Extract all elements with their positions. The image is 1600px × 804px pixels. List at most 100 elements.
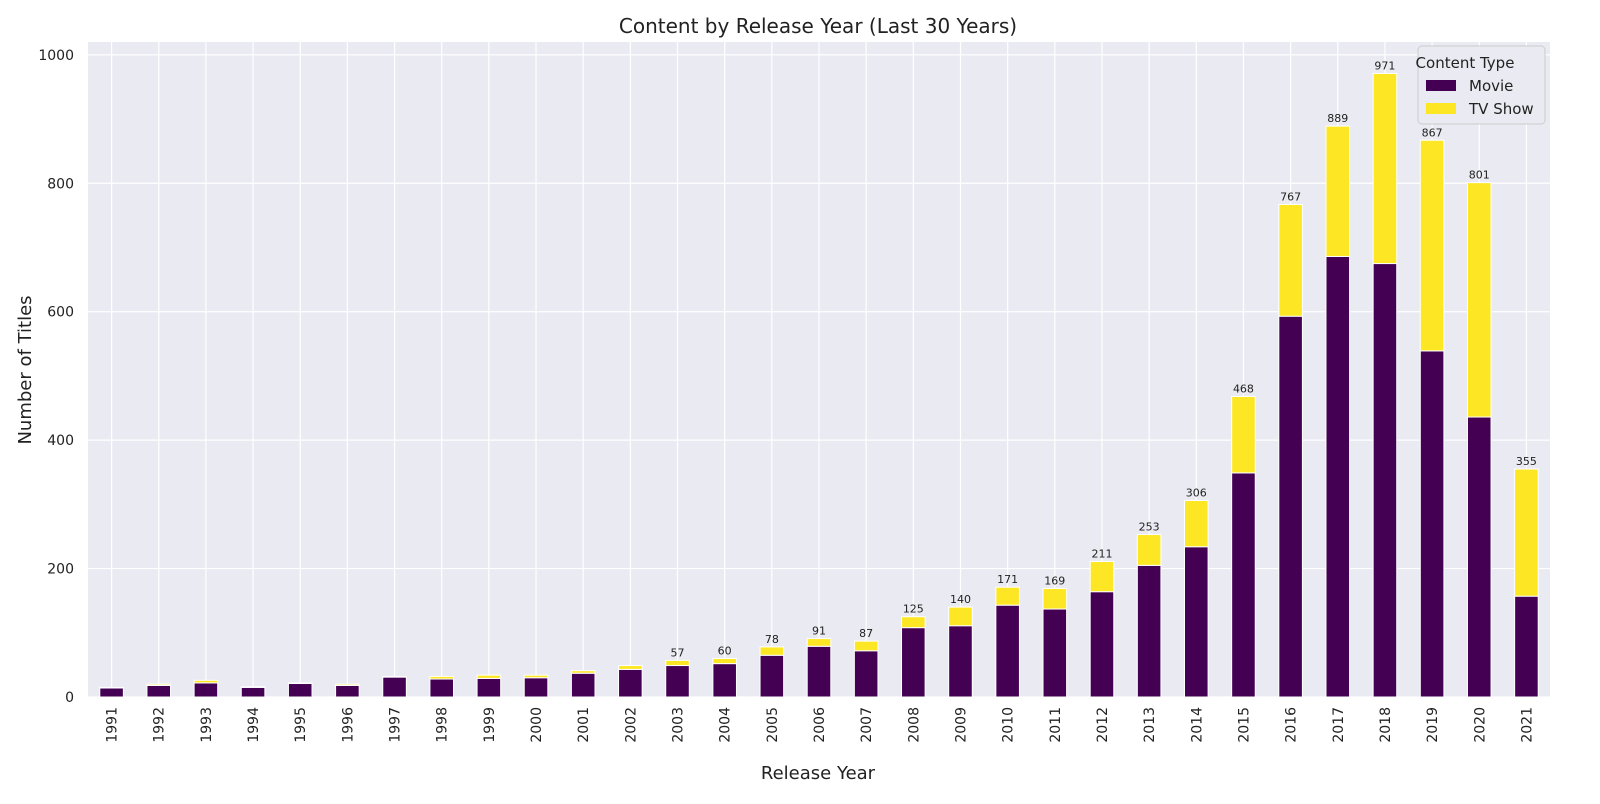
y-tick-label: 1000 <box>38 48 74 64</box>
bar-tv-show-1997 <box>382 675 407 678</box>
bar-tv-show-1999 <box>476 674 502 679</box>
bar-tv-show-1992 <box>146 683 172 686</box>
bar-tv-show-2011 <box>1042 587 1068 610</box>
x-tick-label: 2001 <box>576 707 592 743</box>
bar-movie-1991 <box>99 687 124 698</box>
y-tick-label: 400 <box>47 433 74 449</box>
bar-tv-show-1991 <box>99 686 124 689</box>
bar-tv-show-2020 <box>1466 182 1492 418</box>
bar-tv-show-2001 <box>570 670 596 674</box>
x-tick-label: 2009 <box>953 707 969 743</box>
bar-movie-2006 <box>806 645 832 698</box>
x-axis-label: Release Year <box>761 763 876 784</box>
bar-movie-2005 <box>759 654 785 698</box>
bar-movie-2019 <box>1419 350 1445 698</box>
x-tick-label: 2002 <box>623 707 639 743</box>
bar-movie-1994 <box>240 686 266 698</box>
y-tick-label: 600 <box>47 305 74 321</box>
bar-tv-show-1993 <box>193 679 219 684</box>
total-label-2004: 60 <box>718 644 732 657</box>
bar-movie-1993 <box>193 682 219 698</box>
x-tick-label: 2018 <box>1378 707 1394 743</box>
legend-label-tv-show: TV Show <box>1468 100 1534 118</box>
bar-movie-2001 <box>570 672 596 698</box>
bar-tv-show-1994 <box>240 686 266 688</box>
x-axis-ticks: 1991 1992 1993 1994 1995 1996 1997 1998 1999 2000… <box>105 707 1536 743</box>
bar-tv-show-2002 <box>618 665 643 670</box>
x-tick-label: 2013 <box>1142 707 1158 743</box>
data-labels: 57 60 78 91 87 125 140 171 169 211 253 306 468 767 889… <box>671 59 1537 659</box>
bar-movie-2021 <box>1514 595 1539 698</box>
total-label-2010: 171 <box>997 573 1018 586</box>
x-tick-label: 1999 <box>482 707 498 743</box>
y-axis-ticks: 0 200 400 600 800 1000 <box>38 48 74 706</box>
total-label-2019: 867 <box>1422 126 1443 139</box>
bar-movie-1997 <box>382 676 407 698</box>
total-label-2006: 91 <box>812 625 826 638</box>
legend-swatch-movie <box>1426 80 1456 91</box>
bar-tv-show-2016 <box>1278 203 1303 317</box>
total-label-2018: 971 <box>1374 59 1395 72</box>
bars <box>99 72 1539 698</box>
bar-movie-2010 <box>995 604 1020 698</box>
x-tick-label: 2004 <box>718 707 734 743</box>
x-tick-label: 2017 <box>1331 707 1347 743</box>
total-label-2009: 140 <box>950 593 971 606</box>
bar-tv-show-2010 <box>995 586 1020 606</box>
bar-movie-2013 <box>1136 564 1162 698</box>
bar-tv-show-2012 <box>1089 561 1115 593</box>
bar-tv-show-2017 <box>1325 125 1351 257</box>
x-tick-label: 1993 <box>199 707 215 743</box>
total-label-2005: 78 <box>765 633 779 646</box>
bar-tv-show-2019 <box>1419 139 1445 352</box>
legend: Content Type Movie TV Show <box>1416 45 1546 125</box>
x-tick-label: 2020 <box>1472 707 1488 743</box>
bar-tv-show-2015 <box>1231 395 1256 474</box>
bar-movie-2011 <box>1042 608 1068 698</box>
bar-tv-show-2007 <box>853 640 879 652</box>
x-tick-label: 2011 <box>1048 707 1064 743</box>
bar-movie-2015 <box>1231 472 1256 698</box>
bar-movie-2003 <box>665 665 690 698</box>
x-tick-label: 1997 <box>388 707 404 743</box>
x-tick-label: 2014 <box>1189 707 1205 743</box>
total-label-2017: 889 <box>1327 112 1348 125</box>
bar-movie-2014 <box>1184 546 1209 698</box>
bar-movie-2018 <box>1372 263 1398 698</box>
x-tick-label: 1996 <box>340 707 356 743</box>
total-label-2011: 169 <box>1044 574 1065 587</box>
bar-tv-show-1998 <box>429 675 454 680</box>
bar-tv-show-2008 <box>901 616 926 629</box>
total-label-2008: 125 <box>903 603 924 616</box>
bar-tv-show-2006 <box>806 638 832 647</box>
bar-movie-2017 <box>1325 255 1351 698</box>
bar-movie-2008 <box>901 627 926 698</box>
legend-label-movie: Movie <box>1469 77 1513 95</box>
chart-title: Content by Release Year (Last 30 Years) <box>619 14 1017 38</box>
x-tick-label: 2010 <box>1001 707 1017 743</box>
total-label-2007: 87 <box>859 627 873 640</box>
bar-tv-show-2018 <box>1372 72 1398 265</box>
x-tick-label: 2005 <box>765 707 781 743</box>
x-tick-label: 2000 <box>529 707 545 743</box>
x-tick-label: 2019 <box>1425 707 1441 743</box>
bar-movie-2009 <box>948 625 973 698</box>
x-tick-label: 1991 <box>105 707 121 743</box>
bar-movie-1998 <box>429 678 454 698</box>
legend-title: Content Type <box>1416 54 1515 72</box>
bar-movie-2000 <box>523 677 549 698</box>
legend-swatch-tv-show <box>1426 103 1456 114</box>
x-tick-label: 1994 <box>246 707 262 743</box>
bar-tv-show-1996 <box>335 683 360 686</box>
x-tick-label: 2007 <box>859 707 875 743</box>
x-tick-label: 2015 <box>1236 707 1252 743</box>
bar-movie-1996 <box>335 684 360 698</box>
bar-tv-show-2021 <box>1514 468 1539 597</box>
bar-tv-show-2014 <box>1184 500 1209 548</box>
bar-tv-show-2004 <box>712 657 737 665</box>
bar-movie-2002 <box>618 668 643 698</box>
x-tick-label: 2006 <box>812 707 828 743</box>
bar-tv-show-2003 <box>665 659 690 667</box>
